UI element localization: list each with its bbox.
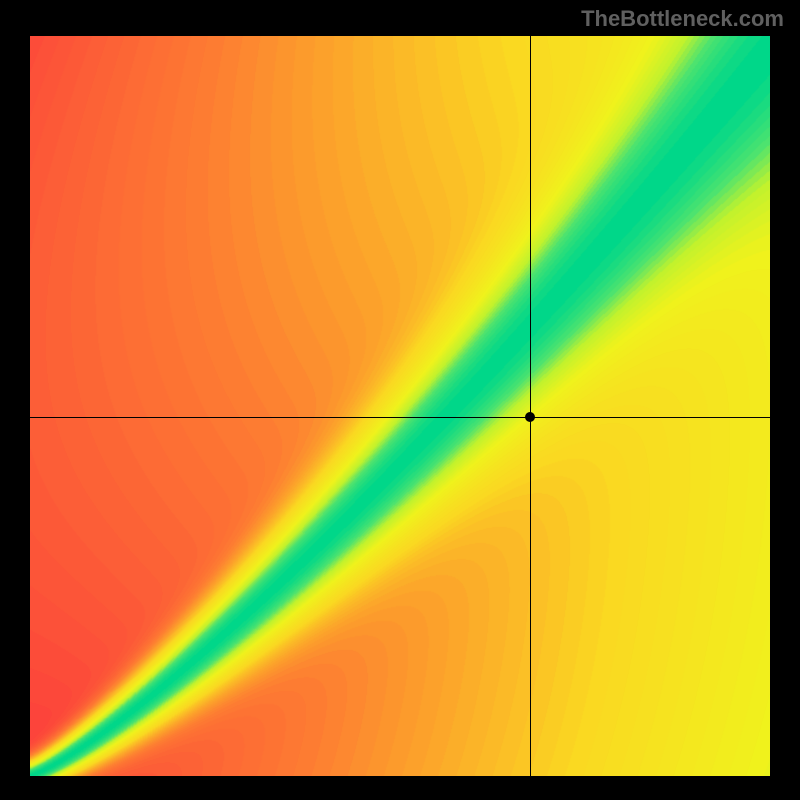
data-point-marker [525,412,535,422]
heatmap-canvas [30,36,770,776]
crosshair-vertical [530,36,531,776]
chart-container: TheBottleneck.com [0,0,800,800]
watermark-text: TheBottleneck.com [581,6,784,32]
crosshair-horizontal [30,417,770,418]
heatmap-plot [30,36,770,776]
